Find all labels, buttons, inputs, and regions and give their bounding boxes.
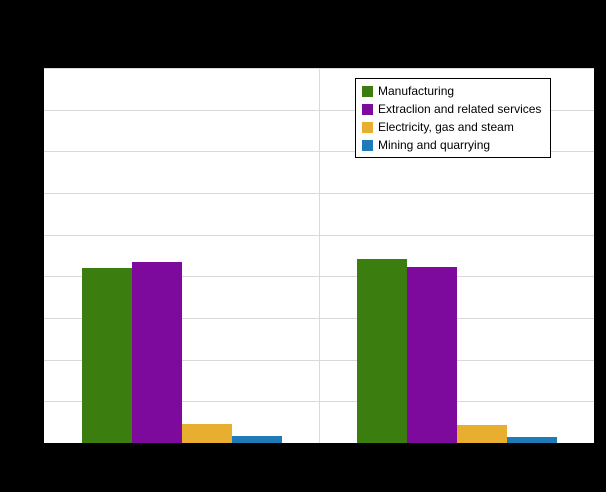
mining-and-quarrying-swatch-icon — [362, 139, 373, 151]
legend-label: Extraclion and related services — [378, 102, 542, 116]
bar-group-2 — [319, 68, 594, 443]
plot-area: Manufacturing Extraclion and related serv… — [44, 68, 594, 443]
bar-mining-and-quarrying-group-2 — [506, 437, 557, 443]
legend-label: Electricity, gas and steam — [378, 120, 514, 134]
bar-extraclion-and-related-services-group-1 — [131, 261, 182, 443]
bar-electricity-gas-and-steam-group-1 — [181, 423, 232, 443]
v-gridline — [319, 68, 320, 443]
bar-manufacturing-group-1 — [81, 267, 132, 443]
bar-group-1 — [44, 68, 319, 443]
legend-label: Manufacturing — [378, 84, 455, 98]
legend: Manufacturing Extraclion and related serv… — [355, 78, 552, 158]
bar-manufacturing-group-2 — [356, 258, 407, 443]
legend-item-electricity-gas-and-steam: Electricity, gas and steam — [362, 120, 541, 134]
legend-item-extraclion-and-related-services: Extraclion and related services — [362, 102, 541, 116]
manufacturing-swatch-icon — [362, 85, 373, 97]
bar-groups — [44, 68, 594, 443]
bar-mining-and-quarrying-group-1 — [231, 435, 282, 443]
legend-item-manufacturing: Manufacturing — [362, 84, 541, 98]
bar-electricity-gas-and-steam-group-2 — [456, 425, 507, 443]
legend-item-mining-and-quarrying: Mining and quarrying — [362, 138, 541, 152]
bar-extraclion-and-related-services-group-2 — [406, 267, 457, 443]
extraclion-and-related-services-swatch-icon — [362, 103, 373, 115]
electricity-gas-and-steam-swatch-icon — [362, 121, 373, 133]
legend-label: Mining and quarrying — [378, 138, 491, 152]
chart-title-area — [0, 0, 606, 68]
